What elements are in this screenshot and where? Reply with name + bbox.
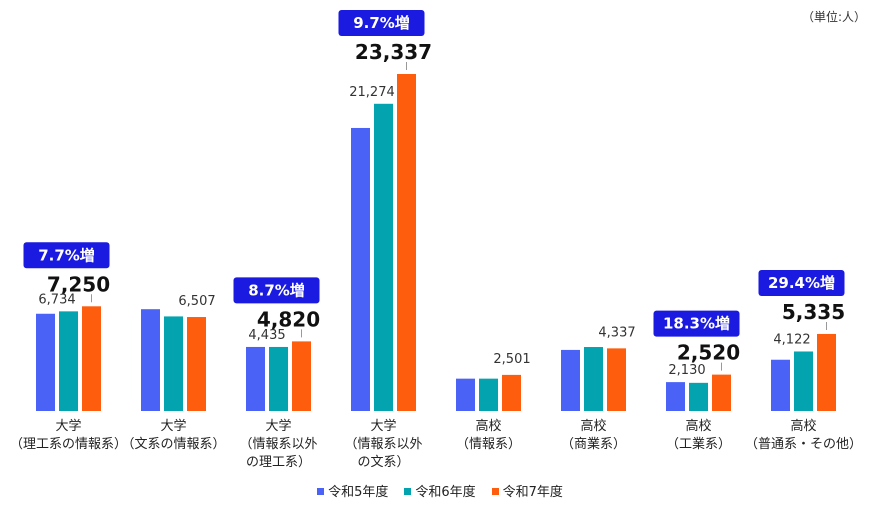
chart-legend: 令和5年度 令和6年度 令和7年度 xyxy=(0,481,880,500)
value-label-r5-7: 4,122 xyxy=(773,332,810,347)
bar-5-1 xyxy=(584,347,603,411)
growth-badge-0 xyxy=(23,242,110,269)
value-label-r7-2: 4,820 xyxy=(257,307,320,331)
bar-3-0 xyxy=(351,127,370,411)
category-label-5-0: 高校 xyxy=(580,418,606,434)
bar-0-0 xyxy=(36,313,55,411)
legend-label-0: 令和5年度 xyxy=(328,485,389,500)
legend-item-0: 令和5年度 xyxy=(317,481,388,500)
bar-3-1 xyxy=(374,103,393,412)
bar-6-0 xyxy=(666,382,685,411)
category-label-3-1: （情報系以外 xyxy=(344,437,422,452)
bar-4-2 xyxy=(502,374,521,411)
bar-2-2 xyxy=(292,341,311,411)
value-label-r7-0: 7,250 xyxy=(47,272,110,296)
value-label-r5-6: 2,130 xyxy=(668,363,705,378)
bar-7-1 xyxy=(794,351,813,411)
value-label-r7-5: 4,337 xyxy=(598,325,635,340)
growth-label-3: 9.7%増 xyxy=(353,14,410,32)
value-label-r7-4: 2,501 xyxy=(493,352,530,367)
legend-label-2: 令和7年度 xyxy=(502,485,563,500)
value-label-r5-0: 6,734 xyxy=(38,292,75,307)
bar-7-2 xyxy=(817,333,836,411)
bar-1-1 xyxy=(164,316,183,411)
bar-1-0 xyxy=(141,309,160,411)
category-label-6-1: （工業系） xyxy=(666,436,731,452)
legend-swatch-0 xyxy=(317,488,325,495)
bar-5-2 xyxy=(607,348,626,411)
unit-label: （単位:人） xyxy=(801,10,866,24)
bar-0-1 xyxy=(59,311,78,411)
bar-7-0 xyxy=(771,359,790,411)
bar-0-2 xyxy=(82,306,101,411)
growth-badge-3 xyxy=(338,10,425,36)
category-label-3-0: 大学 xyxy=(370,418,396,434)
value-label-r5-2: 4,435 xyxy=(248,328,285,343)
category-label-4-1: （情報系） xyxy=(456,437,521,452)
category-label-0-1: （理工系の情報系） xyxy=(10,437,127,452)
category-label-0-0: 大学 xyxy=(55,418,81,434)
category-label-1-0: 大学 xyxy=(160,418,186,434)
growth-label-6: 18.3%増 xyxy=(663,315,730,333)
bar-6-1 xyxy=(689,382,708,411)
value-label-r7-6: 2,520 xyxy=(677,341,740,365)
value-label-r7-3: 23,337 xyxy=(355,40,432,64)
category-label-2-2: の理工系） xyxy=(246,455,311,470)
category-label-7-1: （普通系・その他） xyxy=(745,437,862,452)
bar-2-0 xyxy=(246,346,265,411)
category-label-1-1: （文系の情報系） xyxy=(121,437,225,452)
value-label-r7-7: 5,335 xyxy=(782,300,845,324)
growth-badge-7 xyxy=(758,269,845,296)
bar-3-2 xyxy=(397,74,416,411)
bar-5-0 xyxy=(561,349,580,411)
bar-2-1 xyxy=(269,346,288,411)
category-label-7-0: 高校 xyxy=(790,418,816,434)
value-label-r7-1: 6,507 xyxy=(178,294,215,309)
legend-swatch-2 xyxy=(491,488,499,495)
legend-label-1: 令和6年度 xyxy=(415,485,476,500)
category-label-3-2: の文系） xyxy=(357,455,409,470)
bar-6-2 xyxy=(712,374,731,411)
category-label-2-0: 大学 xyxy=(265,418,291,434)
legend-swatch-1 xyxy=(404,488,412,495)
category-label-2-1: （情報系以外 xyxy=(239,437,317,452)
bar-4-0 xyxy=(456,378,475,411)
category-label-4-0: 高校 xyxy=(475,418,501,434)
value-label-r5-3: 21,274 xyxy=(349,85,395,100)
growth-badge-6 xyxy=(653,310,740,337)
growth-label-0: 7.7%増 xyxy=(38,246,95,264)
category-label-5-1: （商業系） xyxy=(561,436,626,452)
legend-item-2: 令和7年度 xyxy=(491,481,563,500)
legend-item-1: 令和6年度 xyxy=(404,481,476,500)
bar-1-2 xyxy=(187,317,206,411)
bar-4-1 xyxy=(479,378,498,411)
category-label-6-0: 高校 xyxy=(685,418,711,434)
growth-badge-2 xyxy=(233,277,320,304)
growth-label-7: 29.4%増 xyxy=(768,274,835,292)
growth-label-2: 8.7%増 xyxy=(248,281,305,299)
